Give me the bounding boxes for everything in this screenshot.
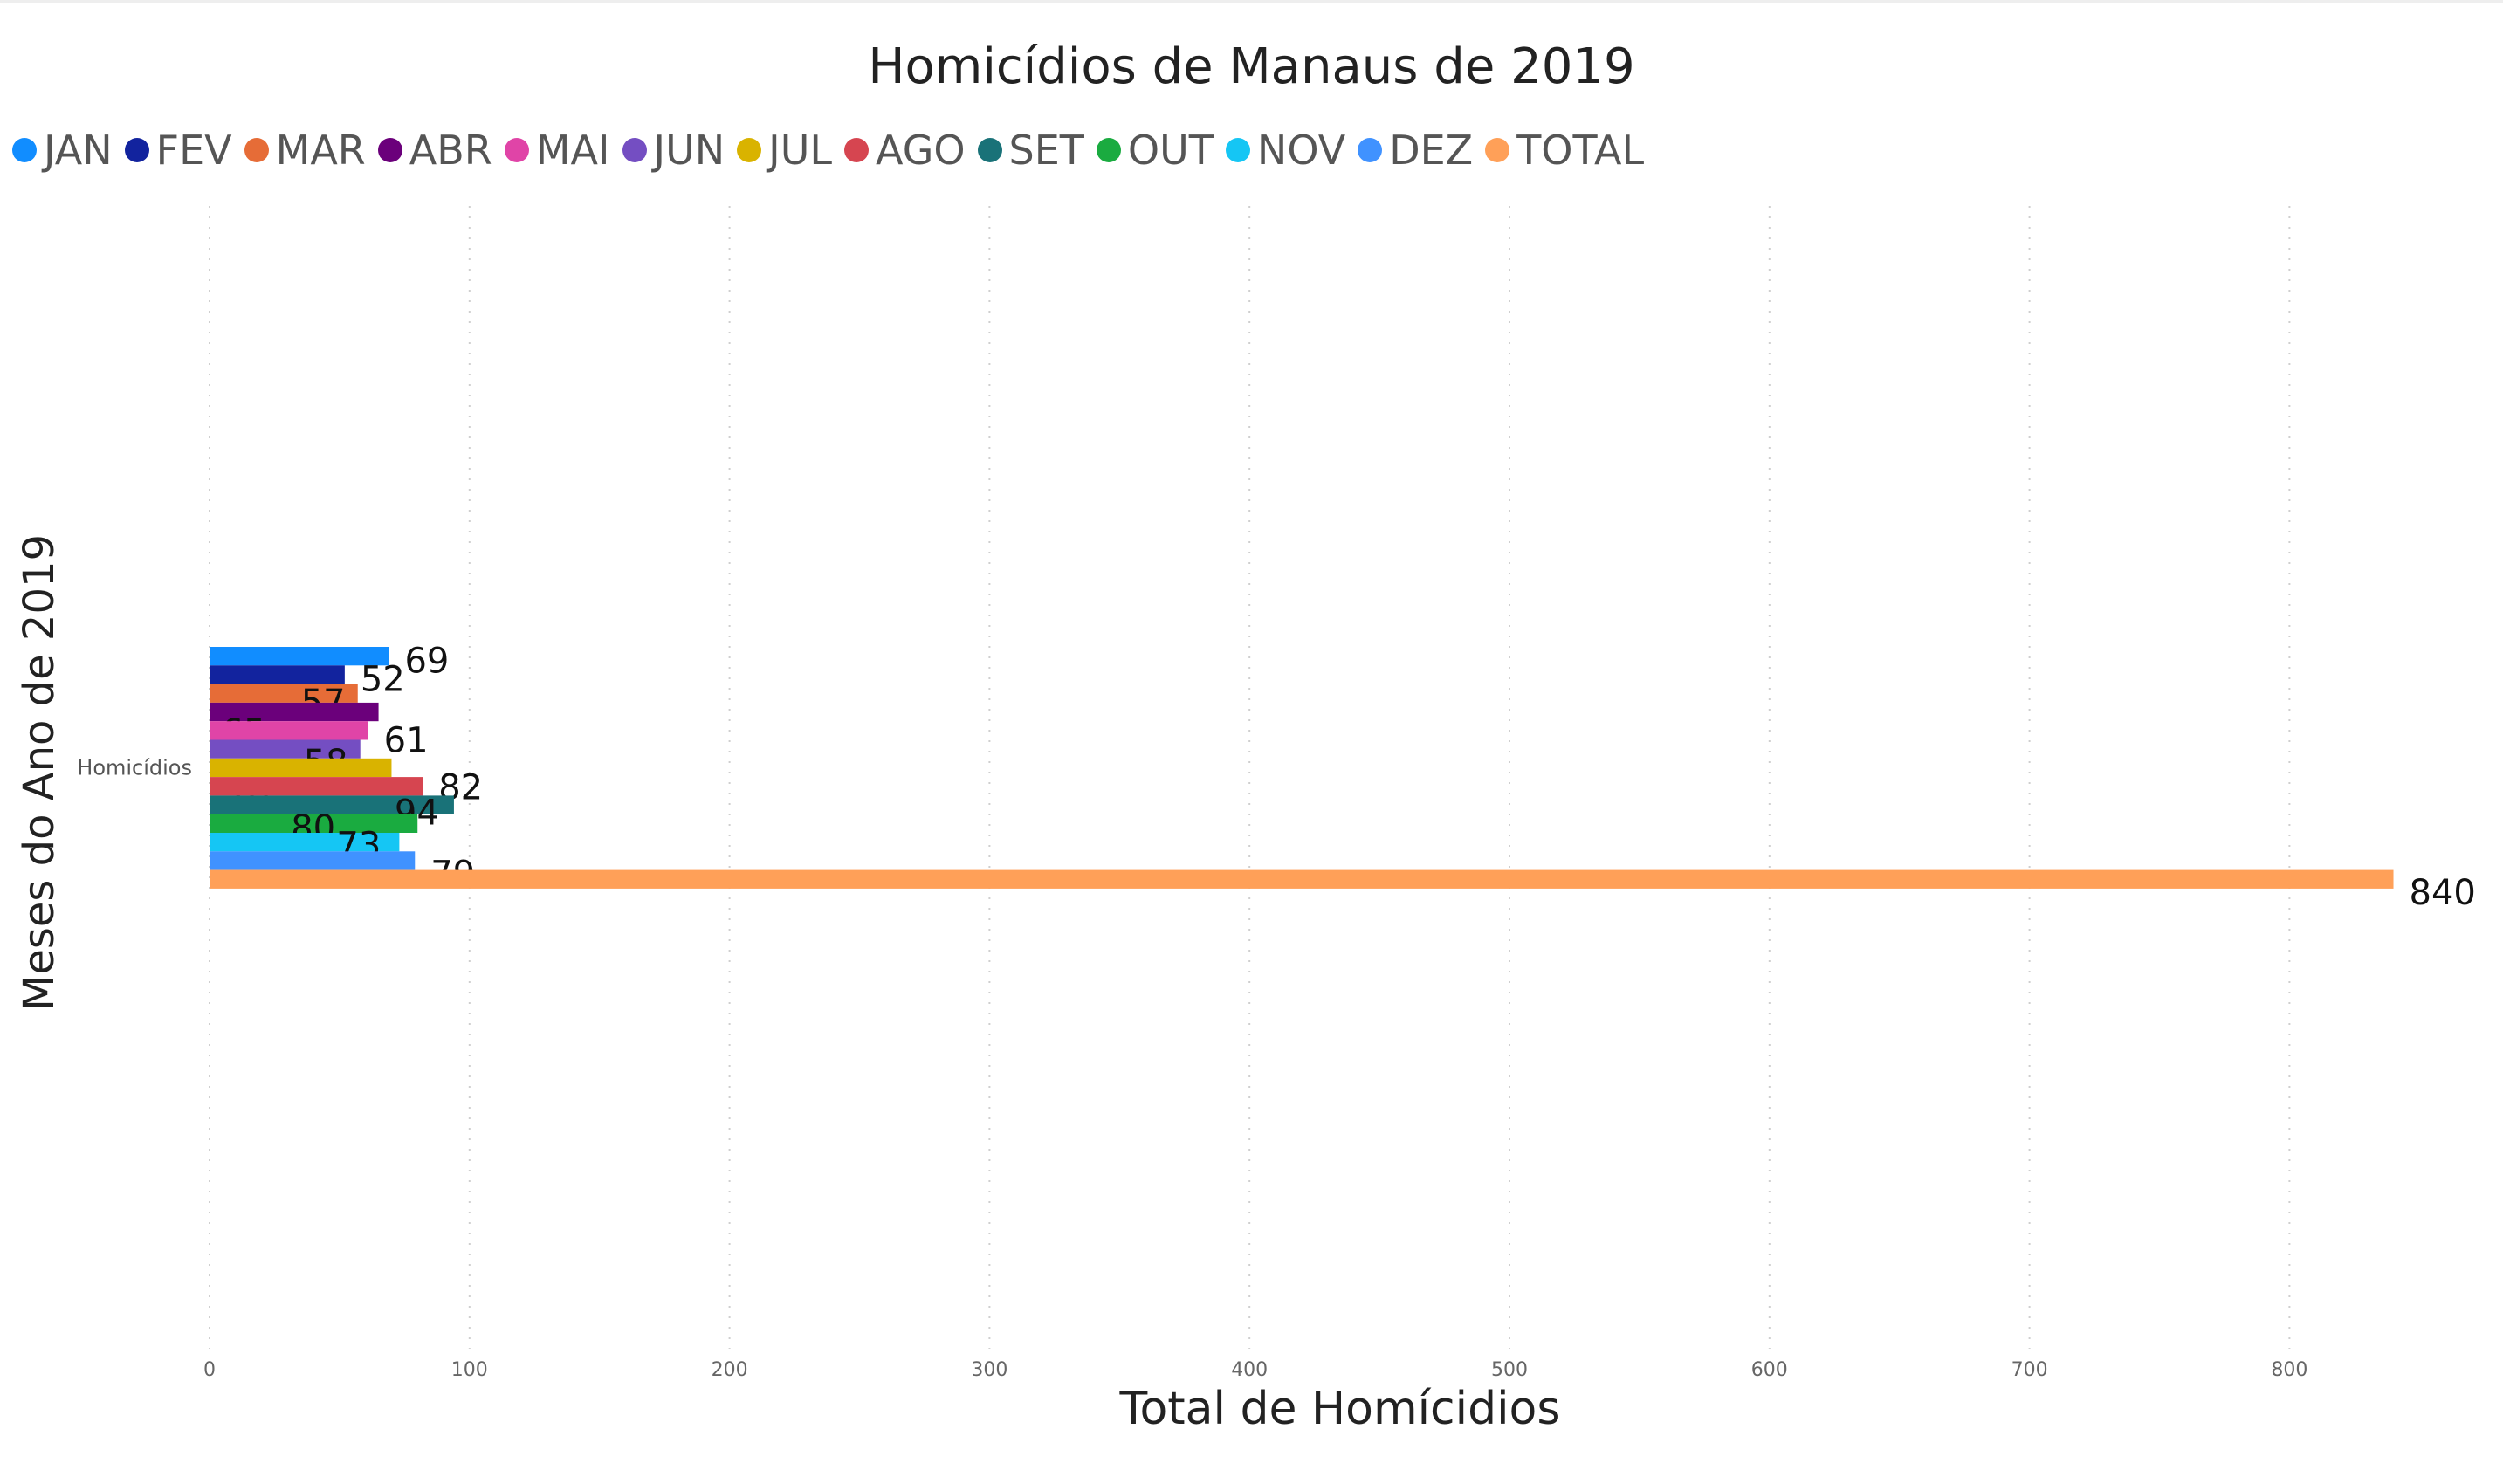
legend-marker-set [977,138,1002,162]
legend-label-dez: DEZ [1389,127,1474,174]
bar-jul [210,758,392,778]
x-tick-label-300: 300 [971,1359,1007,1381]
legend-label-ago: AGO [876,127,966,174]
bar-jan [210,647,389,666]
legend: JAN FEV MAR ABR MAI JUN JUL AGO SET OUT NOV DEZ TOTA… [12,122,1656,178]
x-tick-label-600: 600 [1751,1359,1788,1381]
top-border [0,0,2503,3]
data-label-jan: 69 [404,641,449,681]
bar-mar [210,684,358,703]
x-tick-label-400: 400 [1231,1359,1268,1381]
legend-marker-abr [377,138,402,162]
data-label-fev: 52 [361,660,405,700]
legend-label-fev: FEV [155,127,232,174]
legend-item-jul[interactable]: JUL [737,127,832,174]
legend-item-mai[interactable]: MAI [504,127,610,174]
bar-mai [210,721,368,740]
legend-label-total: TOTAL [1516,127,1645,174]
legend-label-mar: MAR [275,127,366,174]
legend-marker-ago [844,138,870,162]
x-tick-label-800: 800 [2271,1359,2307,1381]
bar-out [210,814,418,833]
legend-marker-jul [737,138,762,162]
data-label-mai: 61 [384,721,429,761]
legend-item-fev[interactable]: FEV [124,127,232,174]
legend-marker-out [1096,138,1121,162]
x-tick-label-200: 200 [712,1359,748,1381]
legend-label-nov: NOV [1256,127,1346,174]
legend-item-jan[interactable]: JAN [12,127,113,174]
data-label-total: 840 [2410,873,2476,913]
legend-marker-total [1485,138,1510,162]
bar-total [210,869,2394,889]
legend-label-jan: JAN [44,127,113,174]
bar-set [210,795,454,814]
x-tick-label-700: 700 [2011,1359,2048,1381]
legend-label-abr: ABR [409,127,492,174]
legend-item-set[interactable]: SET [977,127,1084,174]
legend-marker-dez [1358,138,1383,162]
legend-marker-jan [12,138,37,162]
bar-nov [210,833,400,852]
legend-label-jul: JUL [768,127,833,174]
legend-item-dez[interactable]: DEZ [1358,127,1473,174]
legend-item-out[interactable]: OUT [1096,127,1214,174]
bar-jun [210,739,361,759]
legend-label-set: SET [1008,127,1084,174]
legend-marker-mar [244,138,269,162]
legend-label-mai: MAI [535,127,610,174]
x-tick-label-100: 100 [451,1359,488,1381]
bar-dez [210,851,416,870]
y-axis-title: Meses do Ano de 2019 [15,533,64,1012]
x-axis-title: Total de Homícidios [1119,1383,1561,1435]
legend-item-ago[interactable]: AGO [844,127,966,174]
x-tick-label-500: 500 [1491,1359,1528,1381]
legend-item-mar[interactable]: MAR [244,127,366,174]
y-category-label: Homicídios [77,755,192,780]
chart-title: Homicídios de Manaus de 2019 [868,38,1635,95]
legend-item-total[interactable]: TOTAL [1485,127,1644,174]
legend-marker-nov [1225,138,1250,162]
legend-marker-fev [124,138,149,162]
bar-ago [210,777,423,796]
bar-fev [210,665,345,684]
legend-item-jun[interactable]: JUN [622,127,725,174]
x-tick-label-0: 0 [203,1359,216,1381]
legend-label-out: OUT [1127,127,1214,174]
legend-label-jun: JUN [653,127,725,174]
legend-item-abr[interactable]: ABR [377,127,492,174]
bar-abr [210,702,379,722]
legend-marker-jun [622,138,647,162]
legend-marker-mai [504,138,529,162]
legend-item-nov[interactable]: NOV [1225,127,1346,174]
